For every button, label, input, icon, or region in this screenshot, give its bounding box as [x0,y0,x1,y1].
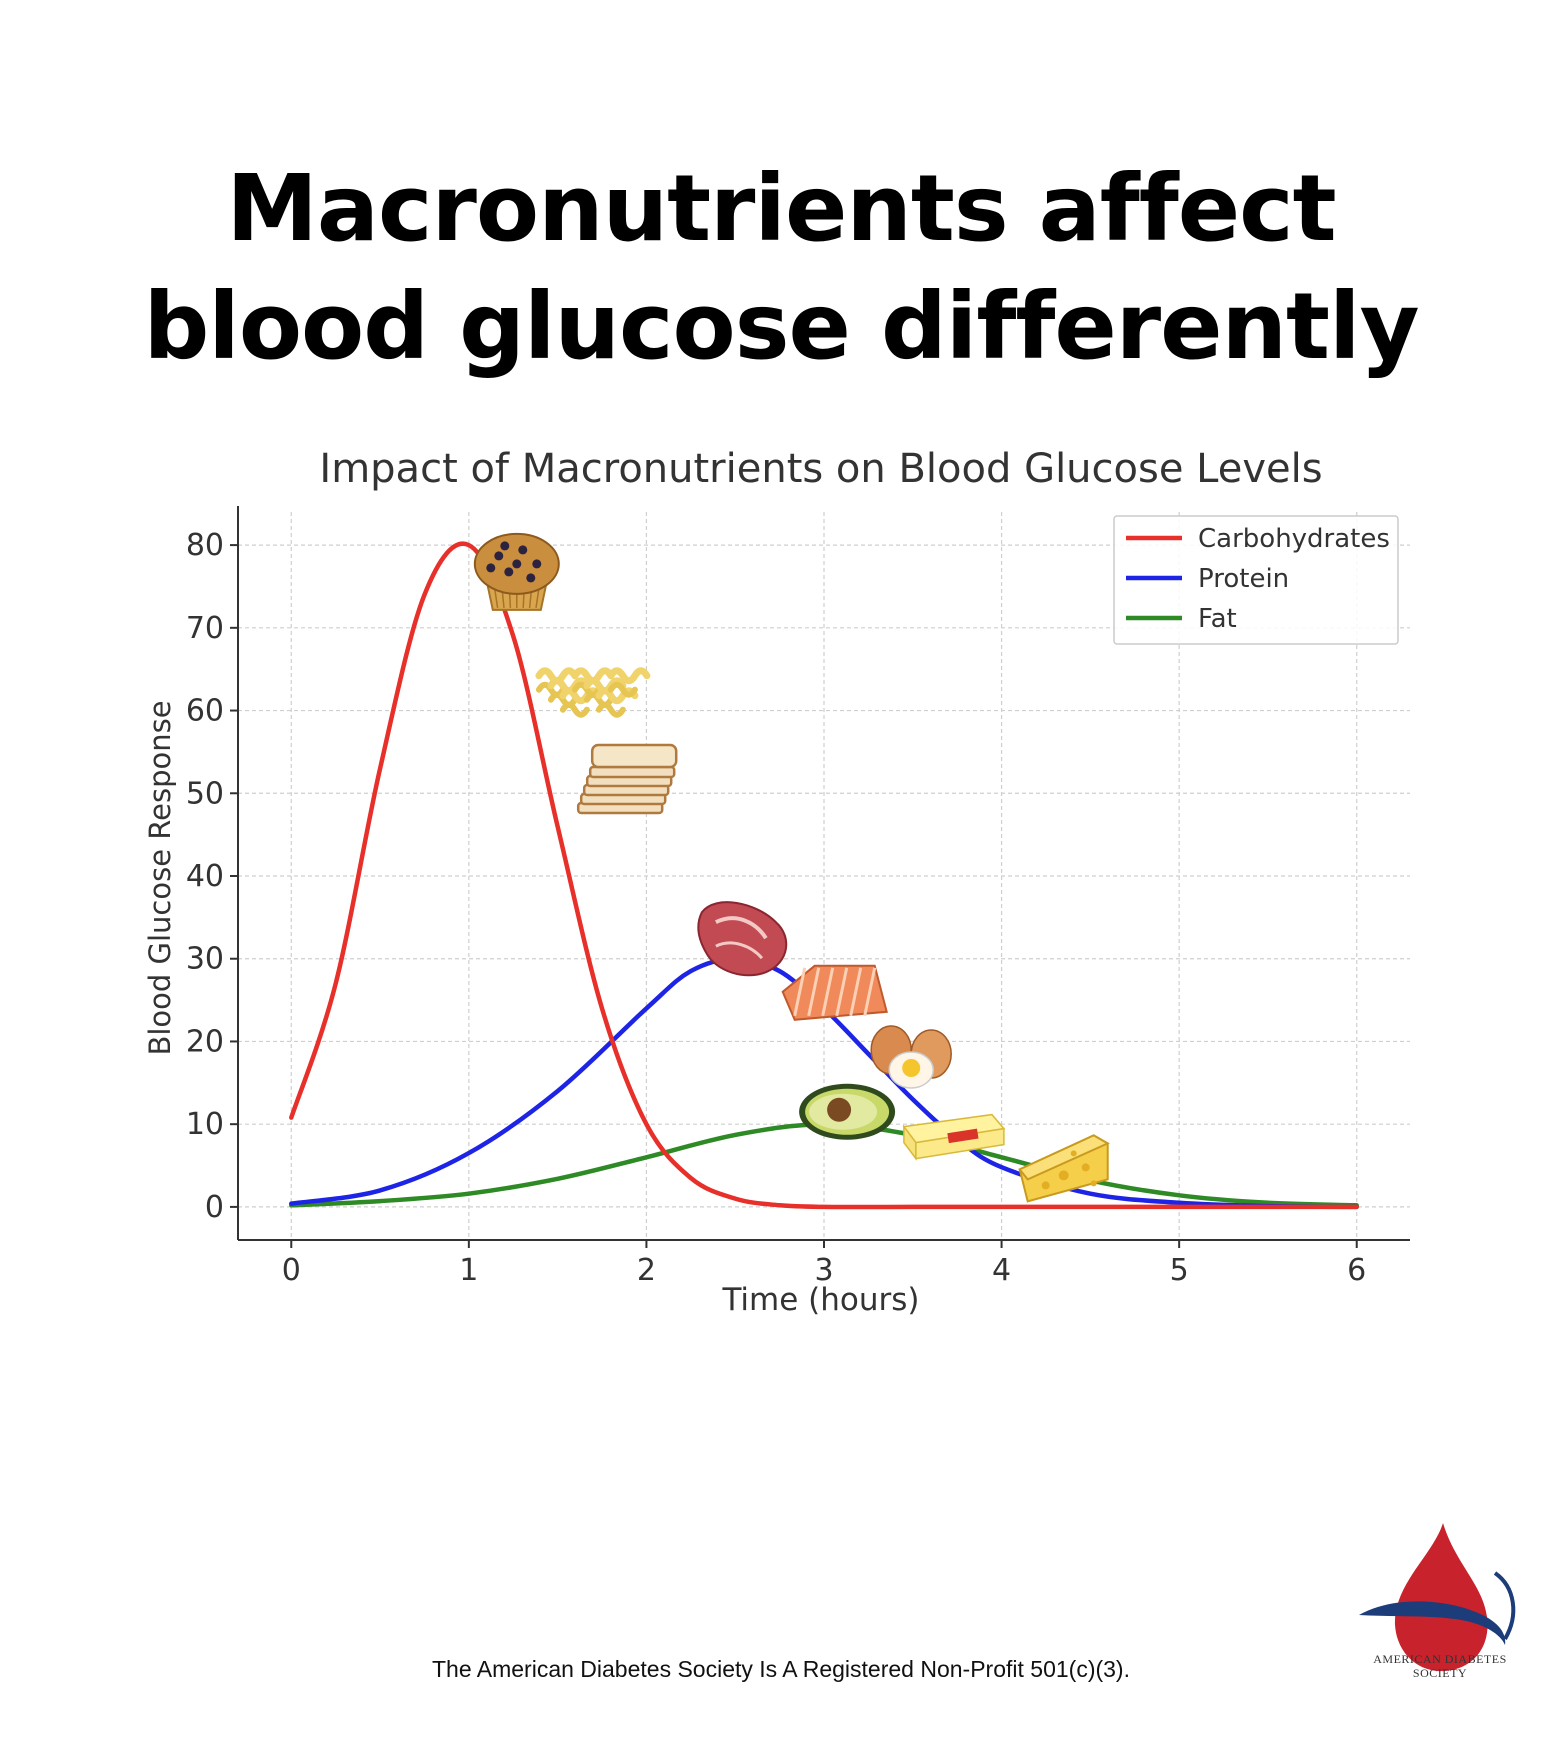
legend: Carbohydrates Protein Fat [1113,515,1399,645]
cheese-icon [1018,1134,1110,1203]
x-tick-label: 0 [282,1253,301,1288]
salmon-icon [781,964,888,1021]
headline: Macronutrients affect blood glucose diff… [0,150,1562,386]
x-tick-label: 3 [814,1253,833,1288]
avocado-icon [799,1083,896,1140]
pasta-icon [535,667,651,718]
y-tick-label: 70 [186,611,224,646]
y-tick-label: 30 [186,942,224,977]
drop-icon [1394,1523,1488,1672]
y-axis-label: Blood Glucose Response [143,700,177,1055]
swoosh-icon [1359,1601,1506,1645]
y-tick-label: 20 [186,1024,224,1059]
butter-icon [902,1113,1006,1161]
y-tick-label: 60 [186,694,224,729]
chart-title: Impact of Macronutrients on Blood Glucos… [319,446,1322,492]
y-tick-label: 0 [205,1190,224,1225]
glucose-chart: Impact of Macronutrients on Blood Glucos… [143,446,1410,1318]
bread-icon [576,743,678,815]
x-tick-label: 2 [637,1253,656,1288]
food-images [473,532,1110,1203]
x-tick-label: 4 [992,1253,1011,1288]
legend-label: Fat [1198,604,1237,634]
eggs-icon [870,1025,952,1089]
legend-label: Carbohydrates [1198,524,1390,554]
legend-box [1113,515,1399,645]
steak-icon [697,901,788,977]
muffin-icon [473,532,560,611]
y-tick-label: 40 [186,859,224,894]
x-tick-label: 5 [1170,1253,1189,1288]
y-tick-label: 10 [186,1107,224,1142]
y-tick-label: 80 [186,528,224,563]
headline-line-1: Macronutrients affect [226,155,1336,262]
footer-text: The American Diabetes Society Is A Regis… [432,1656,1130,1682]
grid-lines [238,512,1410,1240]
y-tick-label: 50 [186,776,224,811]
society-logo [1359,1523,1516,1672]
series-line-carbohydrates [289,541,1359,1210]
x-axis-label: Time (hours) [721,1282,919,1318]
x-tick-label: 1 [459,1253,478,1288]
logo-text-line-1: AMERICAN DIABETES [1373,1652,1507,1666]
logo-text: AMERICAN DIABETES SOCIETY [1355,1652,1525,1680]
headline-line-2: blood glucose differently [143,273,1419,380]
logo-text-line-2: SOCIETY [1412,1666,1468,1680]
legend-label: Protein [1198,564,1289,594]
x-tick-label: 6 [1347,1253,1366,1288]
